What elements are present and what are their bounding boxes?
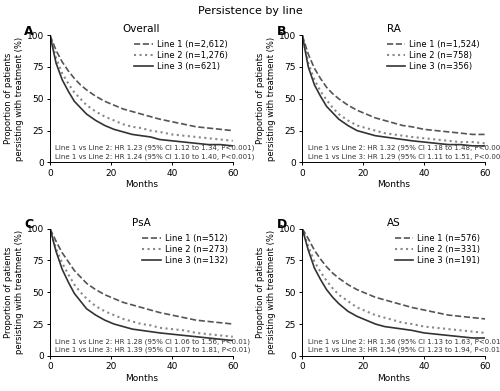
Legend: Line 1 (n=2,612), Line 2 (n=1,276), Line 3 (n=621): Line 1 (n=2,612), Line 2 (n=1,276), Line… (131, 37, 231, 75)
Legend: Line 1 (n=512), Line 2 (n=273), Line 3 (n=132): Line 1 (n=512), Line 2 (n=273), Line 3 (… (139, 230, 231, 268)
X-axis label: Months: Months (377, 374, 410, 383)
Text: A: A (24, 25, 34, 38)
Text: D: D (276, 219, 287, 231)
Text: Persistence by line: Persistence by line (198, 6, 302, 16)
Title: RA: RA (386, 24, 400, 34)
Y-axis label: Proportion of patients
persisting with treatment (%): Proportion of patients persisting with t… (256, 37, 276, 161)
Text: B: B (276, 25, 286, 38)
Text: Line 1 vs Line 2: HR 1.23 (95% CI 1.12 to 1.34, P<0.001)
Line 1 vs Line 2: HR 1.: Line 1 vs Line 2: HR 1.23 (95% CI 1.12 t… (56, 145, 255, 160)
X-axis label: Months: Months (125, 181, 158, 190)
Title: AS: AS (386, 218, 400, 228)
Legend: Line 1 (n=1,524), Line 2 (n=758), Line 3 (n=356): Line 1 (n=1,524), Line 2 (n=758), Line 3… (384, 37, 484, 75)
Title: Overall: Overall (122, 24, 160, 34)
X-axis label: Months: Months (377, 181, 410, 190)
Y-axis label: Proportion of patients
persisting with treatment (%): Proportion of patients persisting with t… (4, 37, 24, 161)
Text: C: C (24, 219, 34, 231)
Title: PsA: PsA (132, 218, 151, 228)
Y-axis label: Proportion of patients
persisting with treatment (%): Proportion of patients persisting with t… (256, 230, 276, 354)
Y-axis label: Proportion of patients
persisting with treatment (%): Proportion of patients persisting with t… (4, 230, 24, 354)
Text: Line 1 vs Line 2: HR 1.36 (95% CI 1.13 to 1.63, P<0.01)
Line 1 vs Line 3: HR 1.5: Line 1 vs Line 2: HR 1.36 (95% CI 1.13 t… (308, 338, 500, 353)
X-axis label: Months: Months (125, 374, 158, 383)
Legend: Line 1 (n=576), Line 2 (n=331), Line 3 (n=191): Line 1 (n=576), Line 2 (n=331), Line 3 (… (391, 230, 484, 268)
Text: Line 1 vs Line 2: HR 1.28 (95% CI 1.06 to 1.56, P<0.01)
Line 1 vs Line 3: HR 1.3: Line 1 vs Line 2: HR 1.28 (95% CI 1.06 t… (56, 338, 251, 353)
Text: Line 1 vs Line 2: HR 1.32 (95% CI 1.18 to 1.48, P<0.001)
Line 1 vs Line 3: HR 1.: Line 1 vs Line 2: HR 1.32 (95% CI 1.18 t… (308, 145, 500, 160)
